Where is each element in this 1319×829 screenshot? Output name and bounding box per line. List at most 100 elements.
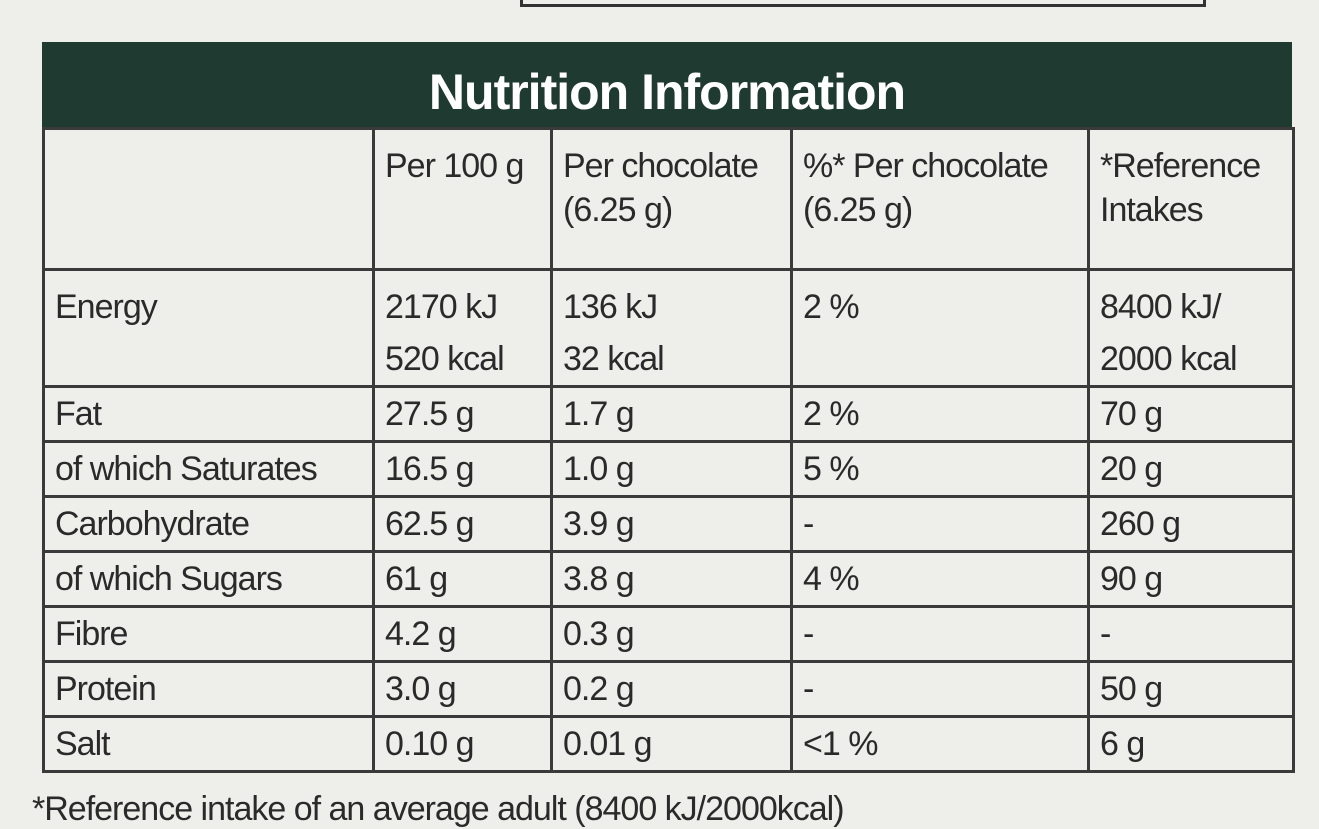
table-cell: 0.2 g — [550, 660, 793, 718]
table-cell: 16.5 g — [372, 440, 553, 498]
cell-line: Salt — [55, 725, 111, 763]
cell-line: %* Per chocolate — [803, 147, 1049, 185]
cell-line: Carbohydrate — [55, 505, 250, 543]
table-cell: 0.01 g — [550, 715, 793, 773]
cell-line: - — [803, 615, 814, 653]
table-cell: 0.10 g — [372, 715, 553, 773]
cell-line: 3.8 g — [563, 560, 635, 598]
cell-line: 6 g — [1100, 725, 1145, 763]
cell-line: Intakes — [1100, 191, 1204, 229]
cell-line: of which Saturates — [55, 450, 318, 488]
header-cell: Per chocolate (6.25 g) — [550, 127, 793, 271]
cell-line: 3.0 g — [385, 670, 457, 708]
row-label: Fibre — [42, 605, 375, 663]
table-cell: 3.8 g — [550, 550, 793, 608]
table-row: Salt 0.10 g 0.01 g <1 % 6 g — [42, 715, 1295, 773]
cell-line: Per chocolate — [563, 147, 759, 185]
row-label: Energy — [42, 268, 375, 388]
table-cell: 2170 kJ 520 kcal — [372, 268, 553, 388]
cell-line: 32 kcal — [563, 340, 665, 378]
nutrition-table: Per 100 g Per chocolate (6.25 g) %* Per cho… — [42, 127, 1295, 773]
cell-line: 0.2 g — [563, 670, 635, 708]
cell-line: - — [1100, 615, 1111, 653]
table-cell: - — [1087, 605, 1295, 663]
table-cell: 62.5 g — [372, 495, 553, 553]
header-cell — [42, 127, 375, 271]
cell-line: 61 g — [385, 560, 448, 598]
table-cell: 3.9 g — [550, 495, 793, 553]
cell-line: 0.01 g — [563, 725, 653, 763]
table-cell: 4 % — [790, 550, 1090, 608]
cell-line: 8400 kJ/ — [1100, 288, 1222, 326]
cell-line: 20 g — [1100, 450, 1163, 488]
cell-line: 62.5 g — [385, 505, 475, 543]
row-label: of which Sugars — [42, 550, 375, 608]
row-label: Carbohydrate — [42, 495, 375, 553]
cell-line: 27.5 g — [385, 395, 475, 433]
panel-title: Nutrition Information — [42, 42, 1292, 127]
row-label: Salt — [42, 715, 375, 773]
table-cell: - — [790, 660, 1090, 718]
header-cell: %* Per chocolate (6.25 g) — [790, 127, 1090, 271]
table-cell: 1.7 g — [550, 385, 793, 443]
table-cell: <1 % — [790, 715, 1090, 773]
table-cell: 4.2 g — [372, 605, 553, 663]
table-cell: 260 g — [1087, 495, 1295, 553]
cell-line: *Reference — [1100, 147, 1261, 185]
row-label: Protein — [42, 660, 375, 718]
table-row: Fibre 4.2 g 0.3 g - - — [42, 605, 1295, 663]
table-cell: 61 g — [372, 550, 553, 608]
table-row: of which Saturates 16.5 g 1.0 g 5 % 20 g — [42, 440, 1295, 498]
cell-line: 5 % — [803, 450, 860, 488]
table-cell: 6 g — [1087, 715, 1295, 773]
table-cell: 1.0 g — [550, 440, 793, 498]
table-cell: 50 g — [1087, 660, 1295, 718]
cell-line: 2000 kcal — [1100, 340, 1238, 378]
table-cell: - — [790, 495, 1090, 553]
cell-line: 90 g — [1100, 560, 1163, 598]
cell-line: 2 % — [803, 395, 860, 433]
header-row: Per 100 g Per chocolate (6.25 g) %* Per cho… — [42, 127, 1295, 271]
cell-line: Fat — [55, 395, 102, 433]
cell-line: 2170 kJ — [385, 288, 498, 326]
cell-line: 50 g — [1100, 670, 1163, 708]
row-label: Fat — [42, 385, 375, 443]
box-edge — [520, 0, 1206, 7]
table-cell: 3.0 g — [372, 660, 553, 718]
row-label: of which Saturates — [42, 440, 375, 498]
cell-line: Per 100 g — [385, 147, 524, 185]
table-row: Fat 27.5 g 1.7 g 2 % 70 g — [42, 385, 1295, 443]
table-cell: 2 % — [790, 385, 1090, 443]
cell-line: 1.0 g — [563, 450, 635, 488]
cell-line: (6.25 g) — [563, 191, 673, 229]
cell-line: 3.9 g — [563, 505, 635, 543]
nutrition-panel: Nutrition Information Per 100 g Per choco… — [42, 42, 1295, 773]
cell-line: Protein — [55, 670, 157, 708]
cell-line: 136 kJ — [563, 288, 658, 326]
cell-line: (6.25 g) — [803, 191, 913, 229]
table-cell: 8400 kJ/2000 kcal — [1087, 268, 1295, 388]
cell-line: 4.2 g — [385, 615, 457, 653]
table-cell: 136 kJ 32 kcal — [550, 268, 793, 388]
header-cell: *Reference Intakes — [1087, 127, 1295, 271]
footnote: *Reference intake of an average adult (8… — [32, 790, 845, 828]
table-cell: 27.5 g — [372, 385, 553, 443]
cell-line: 0.3 g — [563, 615, 635, 653]
cell-line: Fibre — [55, 615, 128, 653]
cell-line: 16.5 g — [385, 450, 475, 488]
table-cell: 5 % — [790, 440, 1090, 498]
cell-line: Energy — [55, 288, 158, 326]
header-cell: Per 100 g — [372, 127, 553, 271]
cell-line: 1.7 g — [563, 395, 635, 433]
cell-line: 4 % — [803, 560, 860, 598]
table-cell: 90 g — [1087, 550, 1295, 608]
table-cell: 0.3 g — [550, 605, 793, 663]
table-row: Carbohydrate 62.5 g 3.9 g - 260 g — [42, 495, 1295, 553]
cell-line: - — [803, 505, 814, 543]
cell-line: - — [803, 670, 814, 708]
table-row: Energy 2170 kJ 520 kcal 136 kJ 32 kcal 2 % 840… — [42, 268, 1295, 388]
table-cell: 70 g — [1087, 385, 1295, 443]
table-row: Protein 3.0 g 0.2 g - 50 g — [42, 660, 1295, 718]
cell-line: <1 % — [803, 725, 878, 763]
